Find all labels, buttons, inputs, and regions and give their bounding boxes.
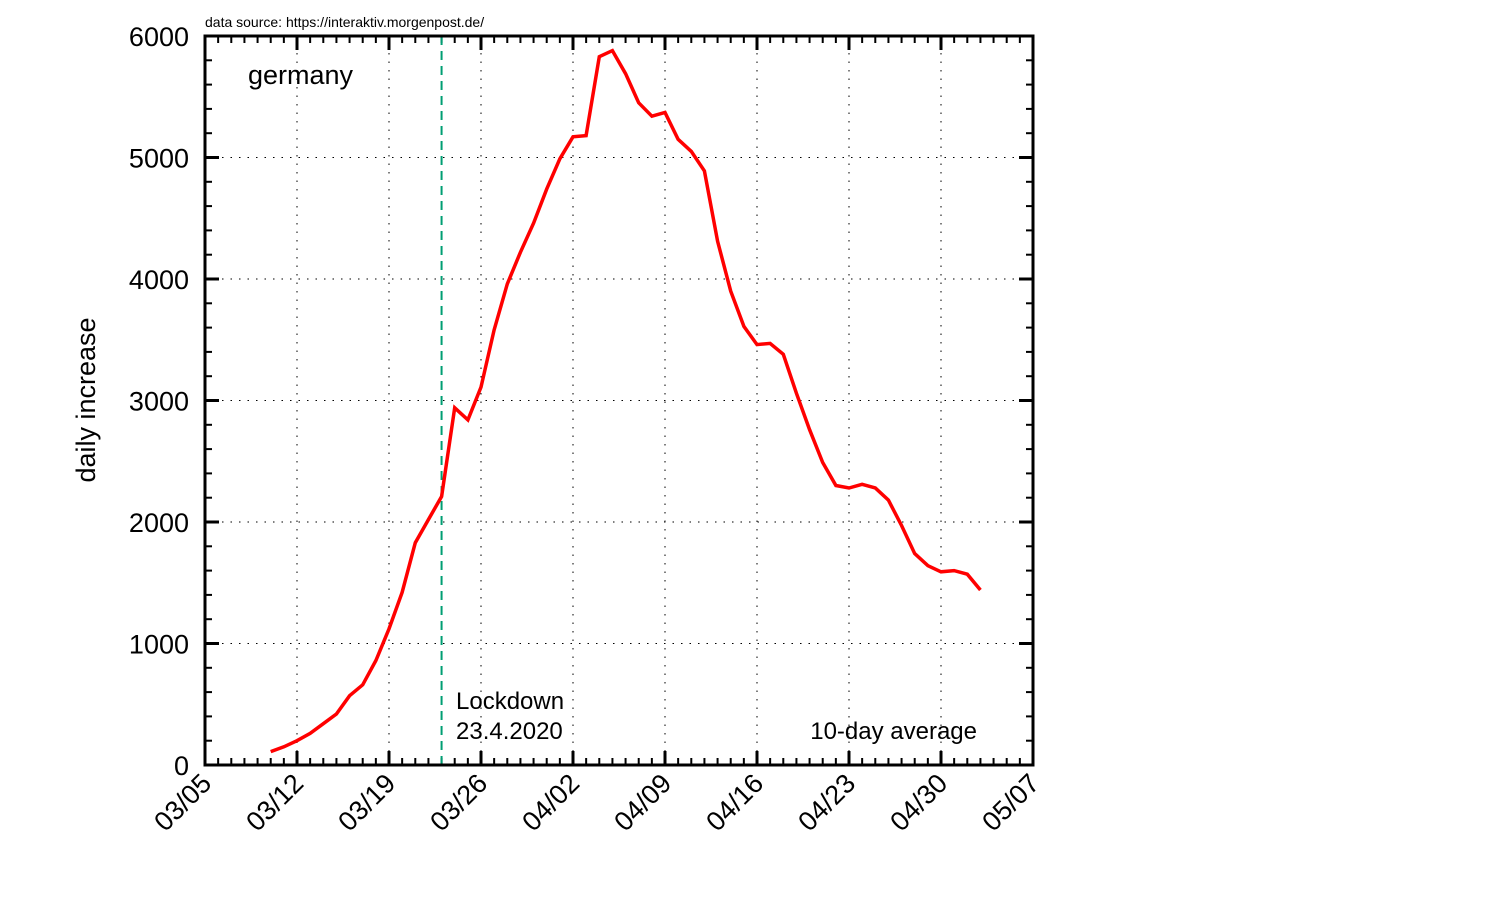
smoothing-note: 10-day average bbox=[810, 718, 977, 745]
lockdown-annotation-title: Lockdown bbox=[456, 688, 564, 715]
x-tick-label: 04/09 bbox=[608, 768, 677, 837]
y-tick-label: 1000 bbox=[129, 630, 189, 660]
y-axis-label: daily increase bbox=[71, 317, 101, 482]
axis-ticks bbox=[203, 34, 1035, 767]
x-tick-label: 03/12 bbox=[240, 768, 309, 837]
y-tick-label: 5000 bbox=[129, 144, 189, 174]
y-tick-label: 0 bbox=[174, 751, 189, 781]
daily-increase-series-line bbox=[270, 48, 982, 754]
lockdown-annotation-date: 23.4.2020 bbox=[456, 718, 563, 745]
x-tick-label: 04/16 bbox=[700, 768, 769, 837]
data-source-note: data source: https://interaktiv.morgenpo… bbox=[205, 14, 484, 30]
x-tick-label: 04/30 bbox=[884, 768, 953, 837]
x-tick-label: 05/07 bbox=[976, 768, 1045, 837]
plot-frame bbox=[203, 34, 1035, 767]
x-tick-label: 03/19 bbox=[332, 768, 401, 837]
y-tick-label: 3000 bbox=[129, 387, 189, 417]
x-tick-label: 04/02 bbox=[516, 768, 585, 837]
y-tick-labels: 0 1000 2000 3000 4000 5000 6000 bbox=[129, 22, 189, 781]
country-label: germany bbox=[248, 60, 354, 90]
y-tick-label: 2000 bbox=[129, 508, 189, 538]
grid-lines bbox=[205, 36, 1033, 765]
y-tick-label: 4000 bbox=[129, 265, 189, 295]
x-tick-label: 04/23 bbox=[792, 768, 861, 837]
x-tick-labels: 03/05 03/12 03/19 03/26 04/02 04/09 04/16 04/23… bbox=[148, 768, 1045, 837]
y-tick-label: 6000 bbox=[129, 22, 189, 52]
x-tick-label: 03/26 bbox=[424, 768, 493, 837]
